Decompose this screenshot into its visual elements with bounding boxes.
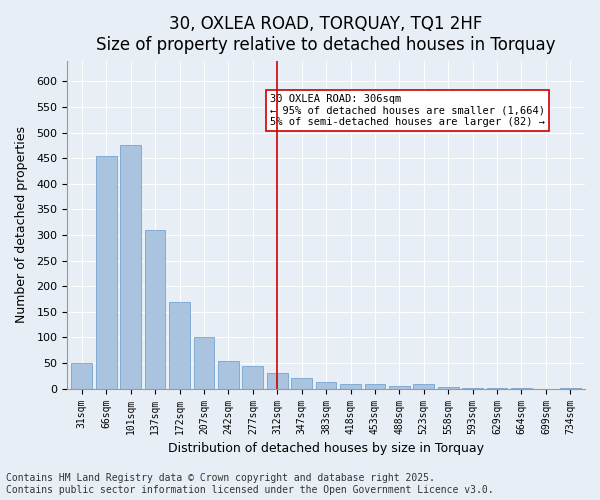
Bar — [291, 378, 312, 388]
Bar — [267, 374, 287, 388]
Bar — [340, 384, 361, 388]
Y-axis label: Number of detached properties: Number of detached properties — [15, 126, 28, 324]
Bar — [218, 360, 239, 388]
Bar — [71, 363, 92, 388]
Bar — [242, 366, 263, 388]
Bar — [389, 386, 410, 388]
Bar — [169, 302, 190, 388]
Bar — [438, 387, 458, 388]
Text: 30 OXLEA ROAD: 306sqm
← 95% of detached houses are smaller (1,664)
5% of semi-de: 30 OXLEA ROAD: 306sqm ← 95% of detached … — [270, 94, 545, 127]
Bar — [194, 338, 214, 388]
Bar — [413, 384, 434, 388]
Bar — [316, 382, 337, 388]
X-axis label: Distribution of detached houses by size in Torquay: Distribution of detached houses by size … — [168, 442, 484, 455]
Bar — [96, 156, 116, 388]
Bar — [145, 230, 166, 388]
Text: Contains HM Land Registry data © Crown copyright and database right 2025.
Contai: Contains HM Land Registry data © Crown c… — [6, 474, 494, 495]
Title: 30, OXLEA ROAD, TORQUAY, TQ1 2HF
Size of property relative to detached houses in: 30, OXLEA ROAD, TORQUAY, TQ1 2HF Size of… — [97, 15, 556, 54]
Bar — [121, 146, 141, 388]
Bar — [365, 384, 385, 388]
